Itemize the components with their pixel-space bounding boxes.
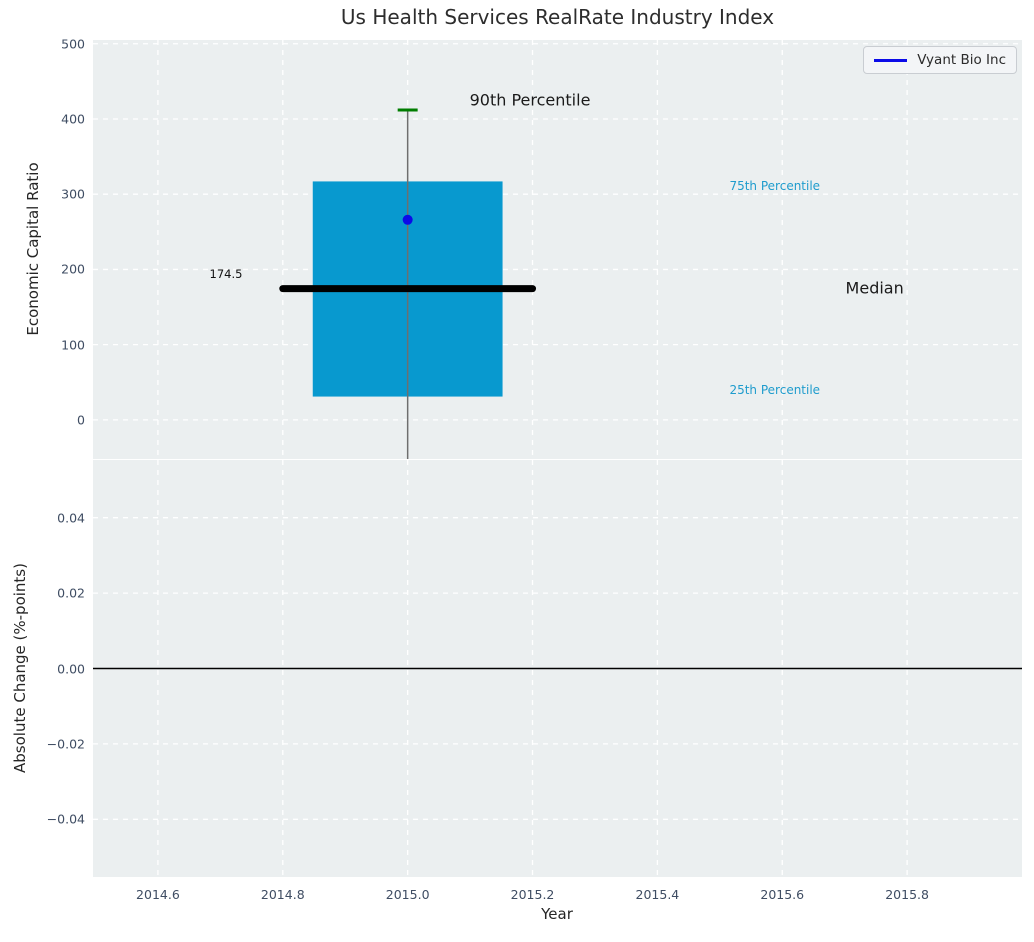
x-axis-label: Year [541, 905, 573, 923]
annotation-75th-percentile: 75th Percentile [729, 178, 821, 193]
bottom-y-axis-label: Absolute Change (%-points) [11, 563, 29, 773]
legend-label: Vyant Bio Inc [917, 52, 1006, 68]
annotation-median: Median [845, 278, 904, 298]
x-tick-label: 2014.6 [136, 887, 180, 902]
y-tick-label: 0 [77, 412, 85, 428]
bottom-plot-area [93, 460, 1022, 877]
top-plot-area [93, 40, 1022, 459]
x-tick-label: 2015.6 [760, 887, 805, 902]
annotation-90th-percentile: 90th Percentile [469, 90, 591, 110]
x-tick-label: 2015.0 [385, 887, 430, 902]
y-tick-label: −0.04 [46, 811, 85, 827]
y-tick-label: 400 [61, 111, 85, 127]
plot-canvas [93, 40, 1022, 459]
chart-title: Us Health Services RealRate Industry Ind… [340, 5, 775, 29]
x-tick-label: 2015.8 [885, 887, 929, 902]
y-tick-label: 200 [61, 261, 85, 277]
x-tick-label: 2015.2 [510, 887, 555, 902]
annotation-median-value: 174.5 [209, 266, 243, 281]
y-tick-label: 0.00 [57, 661, 85, 676]
x-tick-label: 2015.4 [635, 887, 680, 902]
y-tick-label: 500 [61, 36, 85, 52]
y-tick-label: −0.02 [46, 736, 85, 752]
y-tick-label: 100 [61, 337, 85, 353]
company-data-point [402, 214, 413, 225]
annotation-25th-percentile: 25th Percentile [729, 382, 821, 397]
y-tick-label: 0.02 [57, 585, 85, 601]
y-tick-label: 300 [61, 186, 85, 202]
legend-line-sample-icon [874, 58, 908, 62]
plot-canvas [93, 460, 1022, 877]
y-tick-label: 0.04 [57, 510, 85, 526]
legend: Vyant Bio Inc [863, 46, 1017, 74]
x-tick-label: 2014.8 [260, 887, 305, 902]
